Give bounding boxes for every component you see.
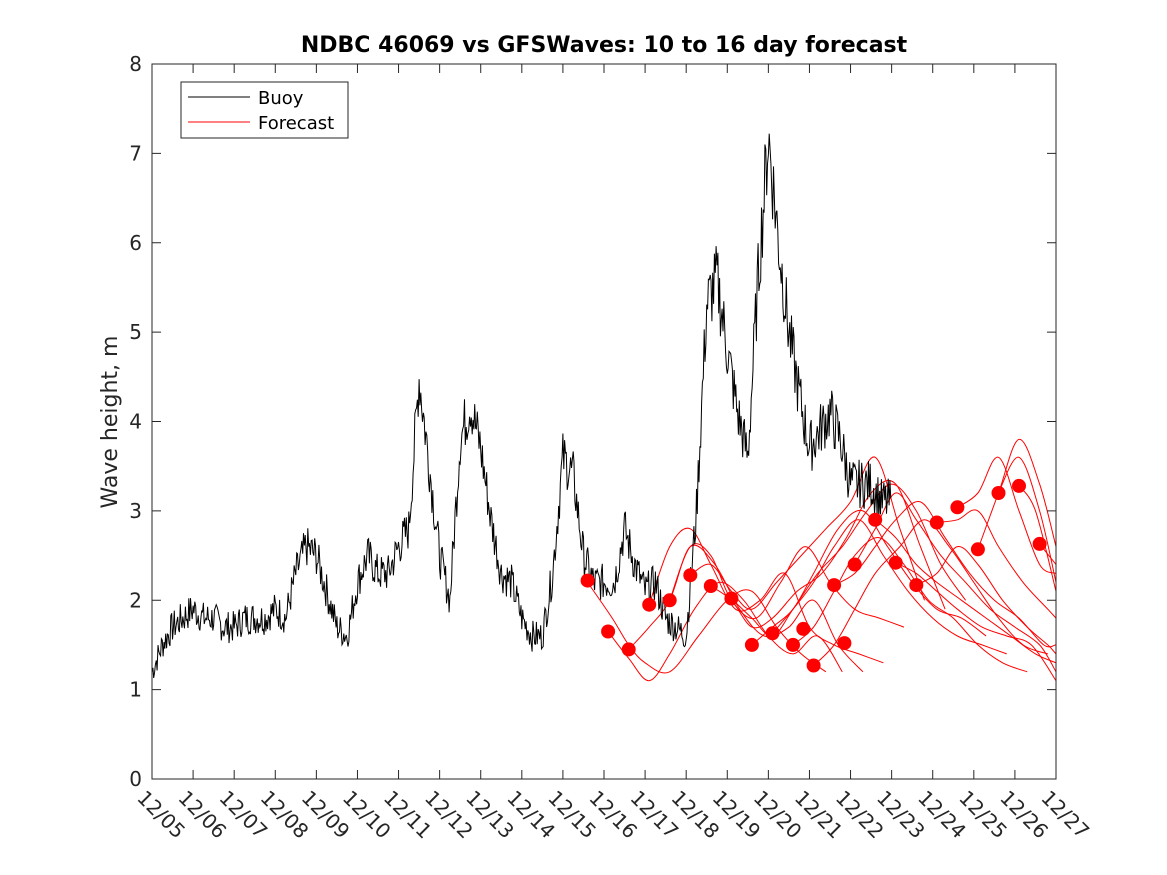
y-tick-label: 8 <box>129 52 142 76</box>
forecast-start-marker <box>806 658 821 673</box>
y-tick-label: 1 <box>129 678 142 702</box>
forecast-start-marker <box>662 593 677 608</box>
y-tick-label: 5 <box>129 320 142 344</box>
forecast-line-10 <box>772 519 1007 655</box>
forecast-start-marker <box>744 637 759 652</box>
forecast-line-17 <box>916 546 1056 655</box>
y-tick-label: 0 <box>129 767 142 791</box>
y-tick-label: 2 <box>129 588 142 612</box>
forecast-line-11 <box>792 537 1028 673</box>
buoy-line <box>152 133 892 678</box>
forecast-start-marker <box>621 642 636 657</box>
y-tick-label: 4 <box>129 410 142 434</box>
forecast-start-marker <box>683 568 698 583</box>
forecast-start-marker <box>786 637 800 652</box>
chart-title: NDBC 46069 vs GFSWaves: 10 to 16 day for… <box>301 33 908 58</box>
y-tick-label: 6 <box>129 231 142 255</box>
forecast-line-20 <box>977 438 1056 550</box>
forecast-start-marker <box>868 512 883 527</box>
forecast-line-7 <box>710 479 946 629</box>
y-axis-label: Wave height, m <box>98 336 123 509</box>
forecast-start-marker <box>827 578 842 593</box>
forecast-start-marker <box>991 486 1006 500</box>
forecast-line-1 <box>587 582 827 674</box>
forecast-start-marker <box>837 636 852 651</box>
buoy-line-group <box>152 133 892 678</box>
forecast-line-19 <box>957 456 1056 574</box>
forecast-start-marker <box>950 500 965 515</box>
forecast-line-3 <box>628 544 864 673</box>
legend-forecast-label: Forecast <box>258 113 334 134</box>
forecast-start-marker <box>724 591 739 606</box>
forecast-start-marker <box>642 597 657 612</box>
forecast-start-marker <box>970 542 985 557</box>
y-tick-label: 7 <box>129 141 142 165</box>
forecast-line-21 <box>998 456 1056 583</box>
forecast-start-markers <box>580 478 1047 673</box>
forecast-start-marker <box>1012 478 1026 493</box>
forecast-start-marker <box>909 578 924 593</box>
forecast-start-marker <box>601 624 616 639</box>
forecast-start-marker <box>703 579 718 593</box>
forecast-line-14 <box>854 492 1056 673</box>
legend-box <box>180 81 349 139</box>
forecast-start-marker <box>847 557 862 572</box>
forecast-line-12 <box>813 519 1048 666</box>
forecast-start-marker <box>1032 536 1047 551</box>
forecast-start-marker <box>796 621 811 636</box>
forecast-line-18 <box>936 509 1056 619</box>
forecast-start-marker <box>888 555 903 570</box>
forecast-start-marker <box>929 515 944 530</box>
forecast-line-16 <box>895 562 1056 681</box>
legend-buoy-label: Buoy <box>258 88 304 109</box>
forecast-lines <box>587 438 1056 682</box>
forecast-start-marker <box>765 626 780 641</box>
plot-area <box>152 133 1056 682</box>
y-tick-label: 3 <box>129 499 142 523</box>
legend: Buoy Forecast <box>180 81 349 139</box>
forecast-start-marker <box>580 573 595 588</box>
forecast-line-5 <box>669 543 905 628</box>
forecast-line-15 <box>874 519 1056 664</box>
